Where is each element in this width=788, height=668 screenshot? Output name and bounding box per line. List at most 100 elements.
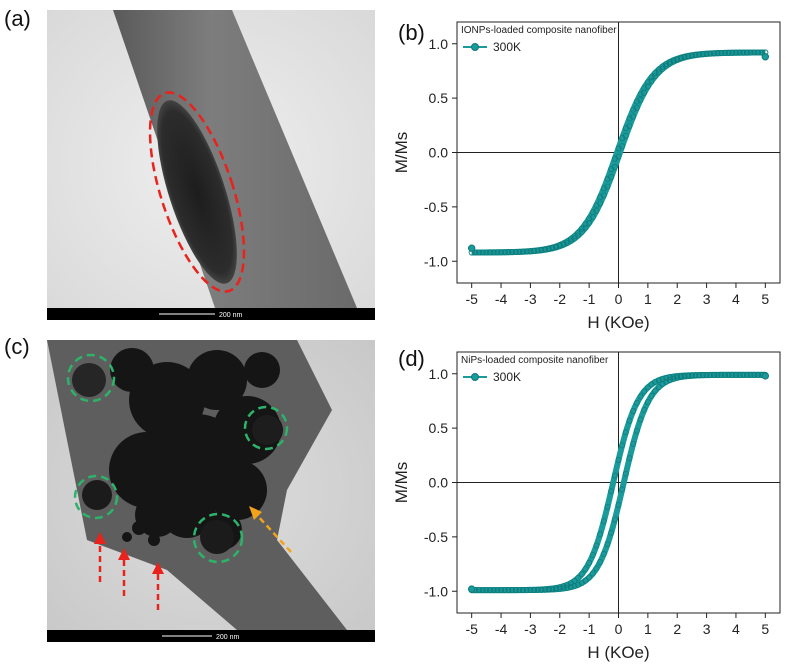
y-tick-label: 0.0 bbox=[429, 475, 449, 491]
data-point bbox=[744, 371, 750, 378]
chart-d: -5 -4 -3 -2 -1 0 1 2 3 4 5 -1.0 -0.5 0.0 0.5 1.0 H (KOe)… bbox=[392, 351, 781, 662]
data-point bbox=[542, 246, 549, 253]
data-point bbox=[626, 115, 633, 122]
data-point bbox=[622, 429, 629, 436]
data-point-end bbox=[467, 585, 476, 593]
data-point bbox=[490, 249, 497, 256]
data-point bbox=[487, 249, 493, 256]
y-axis-title: M/Ms bbox=[392, 462, 411, 504]
data-point bbox=[597, 194, 604, 201]
y-tick-label: -0.5 bbox=[424, 529, 448, 545]
data-point bbox=[655, 66, 662, 73]
x-tick-label: -3 bbox=[524, 621, 537, 637]
data-point bbox=[744, 49, 750, 56]
x-tick-label: 2 bbox=[673, 291, 681, 307]
data-point bbox=[611, 516, 618, 523]
data-point bbox=[586, 559, 593, 566]
data-point bbox=[615, 457, 622, 463]
data-point bbox=[630, 113, 637, 120]
data-point bbox=[578, 225, 585, 232]
data-point bbox=[677, 54, 684, 61]
data-point bbox=[523, 587, 530, 593]
data-point bbox=[505, 587, 512, 594]
x-tick-label: 4 bbox=[732, 291, 740, 307]
data-point bbox=[512, 248, 519, 255]
data-point bbox=[747, 49, 754, 56]
data-point bbox=[611, 472, 618, 479]
data-point-end bbox=[761, 53, 770, 61]
data-point bbox=[637, 416, 644, 423]
data-point bbox=[663, 61, 670, 67]
data-point bbox=[597, 531, 604, 538]
y-tick-label: 0.0 bbox=[429, 145, 449, 161]
data-point bbox=[593, 202, 600, 208]
data-point bbox=[721, 371, 728, 378]
data-point bbox=[567, 236, 574, 242]
data-point bbox=[736, 49, 743, 56]
y-tick-label: 0.5 bbox=[429, 90, 449, 106]
data-point bbox=[633, 427, 640, 434]
data-point bbox=[487, 587, 493, 594]
legend-title: NiPs-loaded composite nanofiber bbox=[461, 355, 609, 366]
data-point bbox=[637, 91, 644, 98]
data-point bbox=[641, 388, 648, 395]
data-point bbox=[696, 51, 703, 58]
x-tick-label: -1 bbox=[583, 621, 596, 637]
data-point bbox=[655, 384, 662, 390]
legend-series-name: 300K bbox=[493, 40, 521, 54]
data-point bbox=[578, 229, 585, 235]
red-dashed-ellipse bbox=[148, 91, 246, 293]
x-axis-title: H (KOe) bbox=[587, 313, 649, 332]
data-point bbox=[589, 209, 596, 216]
data-point bbox=[542, 586, 549, 593]
data-point bbox=[648, 74, 655, 81]
data-point bbox=[597, 200, 604, 207]
x-tick-label: 4 bbox=[732, 621, 740, 637]
data-point bbox=[545, 585, 552, 592]
data-point bbox=[567, 584, 574, 591]
data-point bbox=[714, 50, 721, 57]
data-point bbox=[633, 400, 640, 406]
data-point bbox=[644, 83, 651, 90]
y-tick-label: -1.0 bbox=[424, 253, 448, 269]
data-point bbox=[733, 49, 739, 56]
x-tick-label: 1 bbox=[644, 621, 652, 637]
data-point-end bbox=[761, 372, 770, 380]
data-point bbox=[593, 565, 600, 572]
data-point bbox=[505, 249, 512, 256]
tem-image-a: 200 nm bbox=[47, 10, 375, 320]
y-tick-label: 1.0 bbox=[429, 36, 449, 52]
data-point bbox=[600, 518, 607, 525]
x-tick-label: 1 bbox=[644, 291, 652, 307]
data-point bbox=[549, 585, 556, 592]
data-point bbox=[582, 224, 589, 231]
nanoparticle-cluster bbox=[157, 100, 237, 284]
data-point bbox=[644, 79, 651, 86]
data-point bbox=[641, 84, 648, 91]
data-point bbox=[619, 143, 626, 150]
x-tick-label: -2 bbox=[554, 291, 567, 307]
orange-arrow bbox=[249, 506, 292, 553]
data-point bbox=[608, 488, 615, 495]
scale-bar-label: 200 nm bbox=[216, 634, 240, 641]
data-point bbox=[494, 587, 501, 594]
data-point bbox=[622, 125, 629, 131]
x-tick-label: 0 bbox=[615, 291, 623, 307]
data-point bbox=[501, 587, 508, 594]
data-point bbox=[494, 249, 501, 256]
x-tick-label: 2 bbox=[673, 621, 681, 637]
data-point bbox=[630, 440, 637, 447]
data-point bbox=[714, 371, 721, 378]
data-point bbox=[633, 98, 640, 105]
data-point bbox=[699, 372, 706, 378]
data-point bbox=[751, 49, 758, 56]
data-point bbox=[600, 185, 607, 192]
data-point bbox=[501, 249, 508, 256]
data-point bbox=[604, 183, 611, 190]
data-point bbox=[619, 135, 626, 141]
data-point bbox=[652, 379, 659, 385]
data-point bbox=[597, 559, 604, 565]
data-point bbox=[479, 587, 486, 594]
data-point bbox=[586, 215, 593, 222]
data-point bbox=[652, 73, 659, 80]
